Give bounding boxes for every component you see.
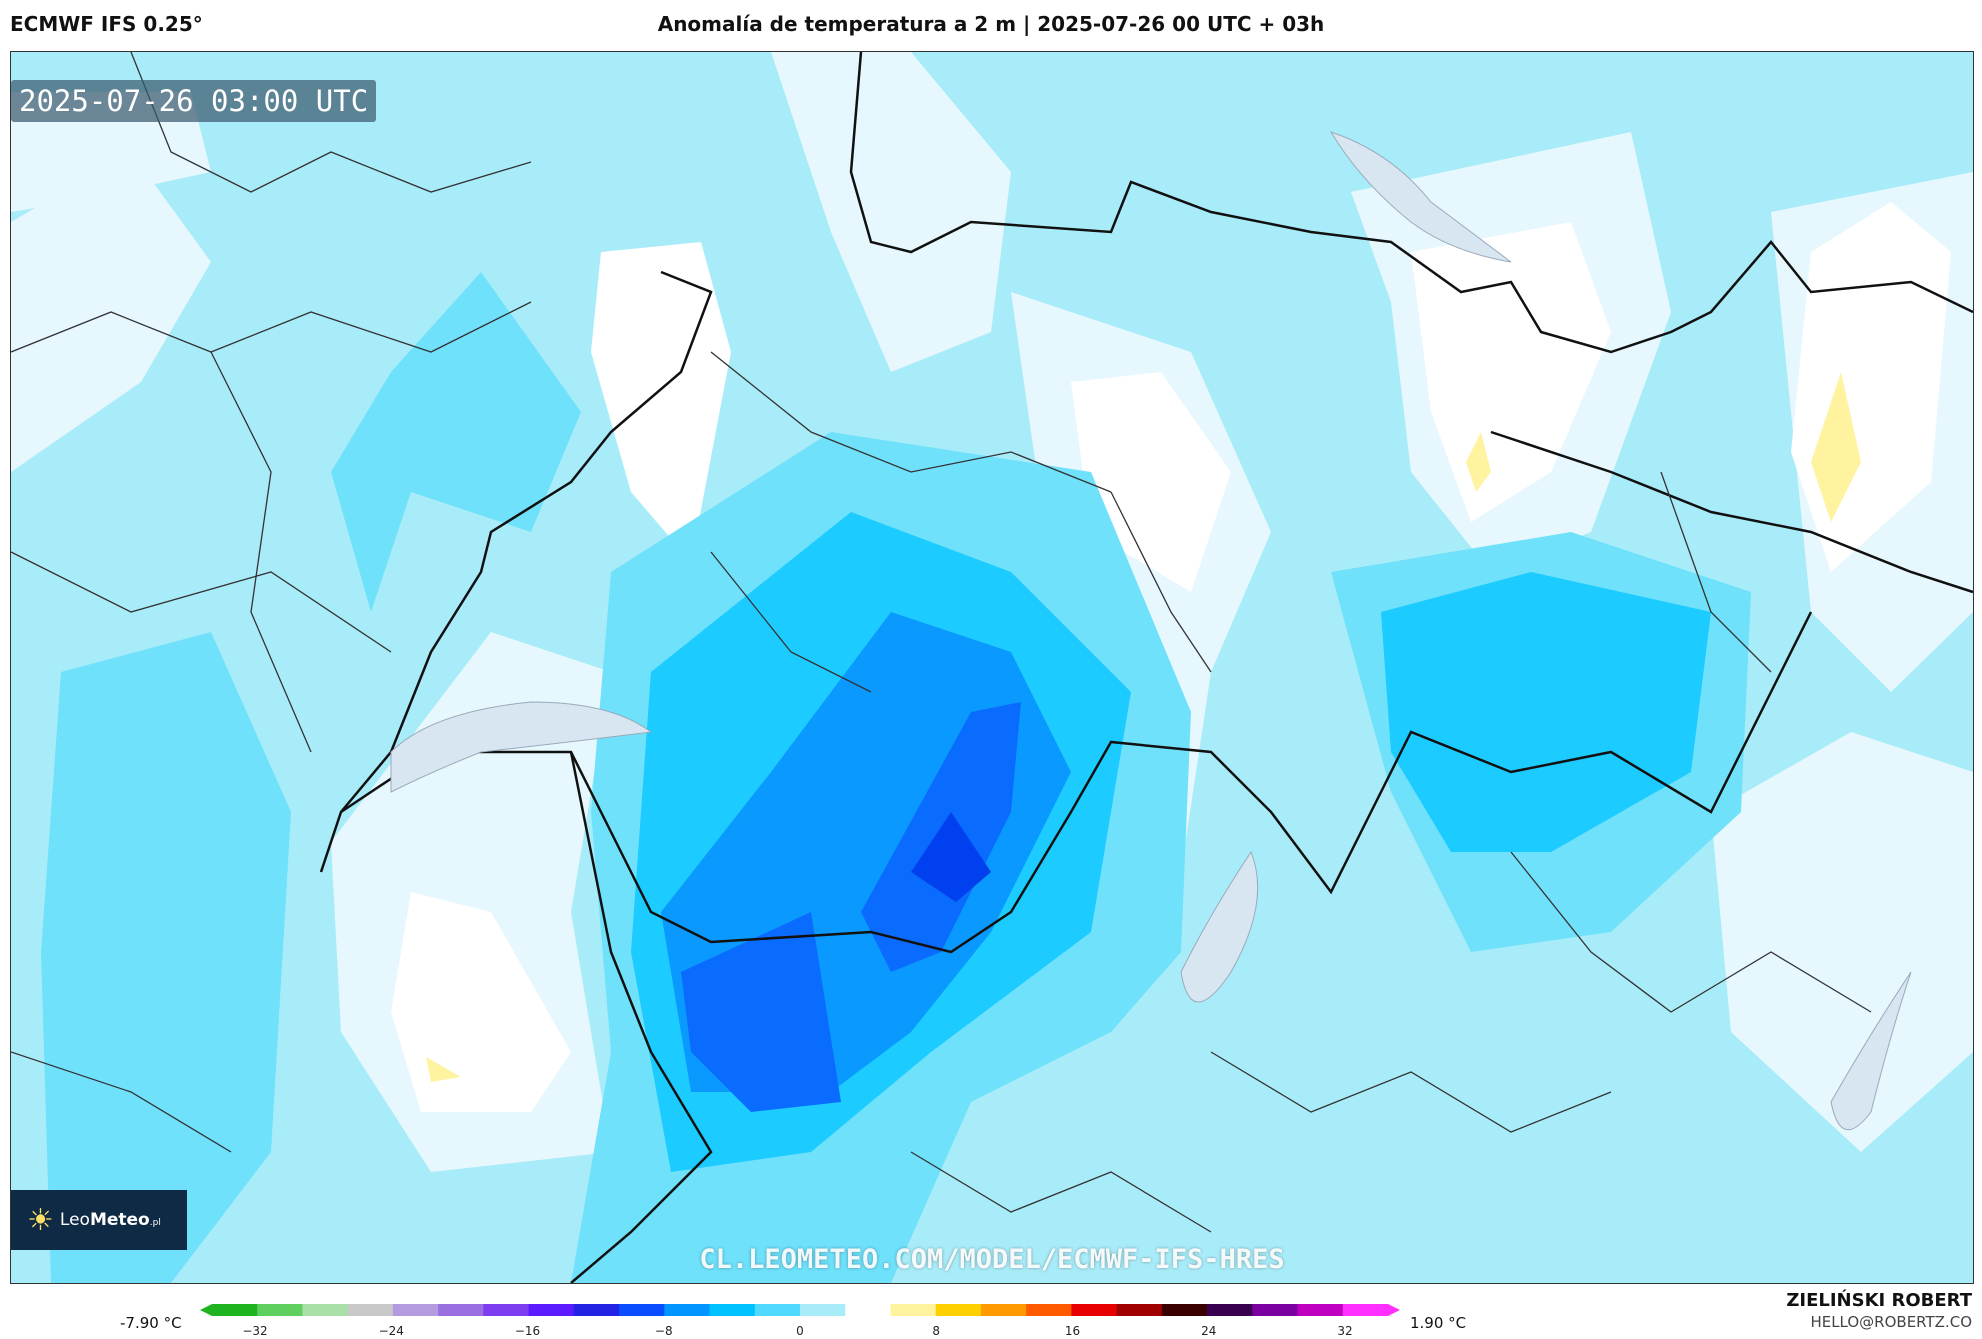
- colorbar-swatch: [890, 1304, 937, 1316]
- borders-layer: [11, 52, 1973, 1283]
- colorbar-tick-label: −16: [514, 1324, 541, 1338]
- colorbar-swatch: [664, 1304, 711, 1316]
- darkest-blue-core: [911, 812, 991, 902]
- colorbar-swatch: [347, 1304, 394, 1316]
- white-core-ne: [1411, 222, 1611, 522]
- colorbar-swatch: [709, 1304, 756, 1316]
- lake-west: [390, 701, 653, 793]
- colorbar-tick-label: 32: [1337, 1324, 1353, 1338]
- temperature-anomaly-map: [11, 52, 1973, 1283]
- colorbar-tick-label: 8: [932, 1324, 941, 1338]
- map-area[interactable]: 2025-07-26 03:00 UTC ☀ LeoMeteo.pl CL.LE…: [10, 51, 1974, 1284]
- country-border-west: [319, 270, 713, 873]
- colorbar-tick-label: 16: [1064, 1324, 1081, 1338]
- colorbar-swatch: [935, 1304, 982, 1316]
- valid-time-label: 2025-07-26 03:00 UTC: [11, 80, 377, 122]
- deep-blue-south: [681, 912, 841, 1112]
- colorbar-swatch: [438, 1304, 484, 1316]
- min-value-label: -7.90 °C: [120, 1314, 182, 1332]
- model-name: ECMWF IFS 0.25°: [10, 12, 203, 36]
- max-value-label: 1.90 °C: [1410, 1314, 1467, 1332]
- lake-south: [1180, 850, 1259, 1003]
- sun-icon: ☀: [27, 1202, 54, 1238]
- colorbar-tick-label: −8: [654, 1324, 673, 1338]
- author-email: HELLO@ROBERTZ.CO: [1810, 1313, 1972, 1331]
- lake-southeast: [1830, 971, 1912, 1131]
- website-watermark: CL.LEOMETEO.COM/MODEL/ECMWF-IFS-HRES: [699, 1244, 1285, 1275]
- colorbar-swatch: [212, 1304, 258, 1316]
- leometeo-logo: ☀ LeoMeteo.pl: [11, 1190, 187, 1250]
- colorbar-tick-label: −24: [378, 1324, 404, 1338]
- lakes-layer: [390, 131, 1912, 1131]
- colorbar-swatch: [800, 1304, 846, 1316]
- colorbar-swatch: [528, 1304, 575, 1316]
- mid-blue-west2: [331, 272, 581, 612]
- yellow-spot-sw: [426, 1057, 461, 1082]
- colorbar-swatch: [980, 1304, 1027, 1316]
- colorbar: [200, 1304, 1400, 1316]
- colorbar-right-arrow: [1388, 1304, 1400, 1316]
- colorbar-left-arrow: [200, 1304, 212, 1316]
- colorbar-swatch: [1071, 1304, 1118, 1316]
- cyan-east: [1381, 572, 1711, 852]
- pale-region-nw2: [11, 92, 211, 212]
- white-core-sw: [391, 892, 571, 1112]
- pale-region-se: [1711, 732, 1973, 1152]
- anomaly-fill-layer: [11, 52, 1973, 1283]
- country-border-south: [340, 611, 1813, 954]
- colorbar-swatch: [257, 1304, 303, 1316]
- colorbar-swatch: [483, 1304, 530, 1316]
- colorbar-swatch: [1161, 1304, 1208, 1316]
- yellow-spot-east: [1811, 372, 1861, 522]
- colorbar-swatch: [302, 1304, 349, 1316]
- colorbar-swatch: [1342, 1304, 1389, 1316]
- country-border: [849, 52, 1973, 354]
- colorbar-swatch: [573, 1304, 620, 1316]
- colorbar-swatch: [1252, 1304, 1299, 1316]
- colorbar-tick-label: 0: [796, 1324, 804, 1338]
- colorbar-swatch: [1207, 1304, 1253, 1316]
- white-core-north: [591, 242, 731, 562]
- colorbar-swatch: [392, 1304, 439, 1316]
- colorbar-tick-label: 24: [1201, 1324, 1217, 1338]
- map-title: Anomalía de temperatura a 2 m | 2025-07-…: [657, 12, 1325, 36]
- country-border-ne: [1490, 430, 1973, 594]
- regional-boundaries: [11, 52, 1872, 1233]
- colorbar-swatch: [754, 1304, 801, 1316]
- colorbar-swatch: [1297, 1304, 1344, 1316]
- pale-region-north: [771, 52, 1011, 372]
- country-border-sw: [569, 751, 713, 1283]
- logo-text: LeoMeteo.pl: [59, 1210, 161, 1230]
- colorbar-swatch: [845, 1304, 891, 1316]
- colorbar-swatch: [619, 1304, 665, 1316]
- yellow-spot-ne: [1466, 432, 1491, 492]
- colorbar-tick-label: −32: [242, 1324, 268, 1338]
- lake-north: [1329, 131, 1512, 263]
- colorbar-swatch: [1026, 1304, 1072, 1316]
- colorbar-swatch: [1116, 1304, 1163, 1316]
- mid-blue-west: [41, 632, 291, 1283]
- author-name: ZIELIŃSKI ROBERT: [1786, 1290, 1972, 1311]
